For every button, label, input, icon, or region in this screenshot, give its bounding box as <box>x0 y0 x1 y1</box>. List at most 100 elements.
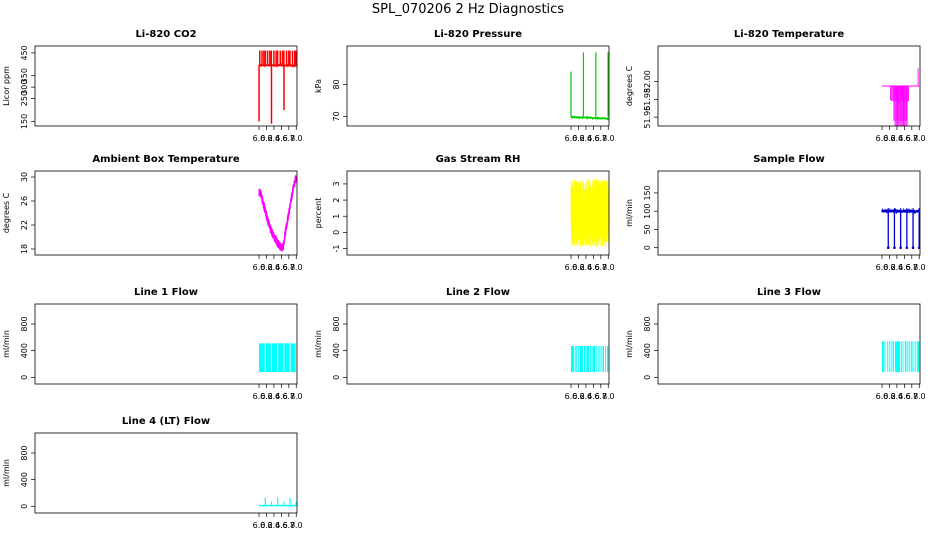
x-tick-label: 6.6 <box>898 392 911 401</box>
x-tick-label: 6.8 <box>282 521 295 530</box>
plot-frame <box>34 170 298 256</box>
y-tick-label: 3 <box>332 181 341 186</box>
chart-title: Line 3 Flow <box>757 287 821 298</box>
y-axis-label: ml/min <box>625 330 634 358</box>
y-tick-label: 0 <box>643 375 652 380</box>
x-tick-label: 7.0 <box>602 263 615 272</box>
chart-panel-10: Line 4 (LT) Flow ml/min 6.06.26.46.66.87.0… <box>2 416 303 530</box>
chart-panel-3: Li-820 Temperature degrees C 6.06.26.46.66… <box>625 29 926 143</box>
y-tick-label: 52.00 <box>643 70 652 93</box>
y-axis-label: ml/min <box>625 199 634 227</box>
chart-panel-5: Gas Stream RH percent 6.06.26.46.66.87.0 -1… <box>314 154 615 272</box>
x-tick-label: 6.6 <box>587 392 600 401</box>
x-tick-label: 6.4 <box>268 134 281 143</box>
level-band <box>894 86 908 126</box>
y-tick-label: 1 <box>332 214 341 219</box>
y-tick-label: 50 <box>643 224 652 234</box>
y-tick-label: 800 <box>332 316 341 331</box>
chart-title: Gas Stream RH <box>436 154 521 165</box>
x-tick-label: 6.0 <box>876 263 889 272</box>
chart-title: Sample Flow <box>753 154 825 165</box>
chart-panel-1: Li-820 CO2 Licor ppm 6.06.26.46.66.87.0 150… <box>2 29 303 143</box>
chart-panel-6: Sample Flow ml/min 6.06.26.46.66.87.0 0 50 10… <box>625 154 926 272</box>
y-tick-label: -1 <box>332 245 341 253</box>
y-axis-label: ml/min <box>2 459 11 487</box>
y-tick-label: 0 <box>643 245 652 250</box>
plot-area <box>570 52 609 121</box>
x-tick-label: 6.2 <box>260 392 273 401</box>
dip-point <box>911 246 915 249</box>
x-tick-label: 6.6 <box>275 134 288 143</box>
chart-title: Line 2 Flow <box>446 287 510 298</box>
plot-area <box>259 343 297 372</box>
x-tick-label: 7.0 <box>913 263 926 272</box>
x-tick-label: 6.2 <box>572 392 585 401</box>
y-tick-label: 400 <box>20 343 29 358</box>
plot-area <box>882 341 920 372</box>
plot-frame <box>657 45 921 127</box>
x-tick-label: 6.0 <box>565 392 578 401</box>
x-tick-label: 6.0 <box>565 263 578 272</box>
x-tick-label: 6.4 <box>891 263 904 272</box>
x-tick-label: 6.6 <box>275 521 288 530</box>
x-tick-label: 6.2 <box>572 134 585 143</box>
x-tick-label: 6.0 <box>253 521 266 530</box>
x-tick-label: 6.6 <box>587 263 600 272</box>
y-tick-label: 300 <box>20 80 29 95</box>
x-tick-label: 6.4 <box>580 392 593 401</box>
y-tick-label: 150 <box>643 185 652 200</box>
x-tick-label: 7.0 <box>602 134 615 143</box>
y-tick-label: 0 <box>20 504 29 509</box>
x-tick-label: 6.2 <box>883 134 896 143</box>
chart-title: Line 4 (LT) Flow <box>122 416 210 427</box>
series-line <box>258 175 297 252</box>
x-tick-label: 6.2 <box>260 521 273 530</box>
x-tick-label: 6.8 <box>282 134 295 143</box>
chart-title: Ambient Box Temperature <box>92 154 239 165</box>
y-tick-label: 800 <box>20 316 29 331</box>
x-tick-label: 6.0 <box>876 392 889 401</box>
plot-frame <box>346 170 610 256</box>
plot-area <box>882 68 920 126</box>
y-tick-label: 400 <box>20 472 29 487</box>
x-tick-label: 6.2 <box>883 263 896 272</box>
y-axis-label: percent <box>314 198 323 229</box>
dip-point <box>899 246 902 249</box>
chart-title: Li-820 Temperature <box>734 29 844 40</box>
plot-area <box>258 50 297 124</box>
x-tick-label: 6.2 <box>572 263 585 272</box>
x-tick-label: 6.0 <box>253 392 266 401</box>
dip-point <box>917 246 920 249</box>
y-tick-label: 0 <box>332 375 341 380</box>
plot-area <box>258 175 297 252</box>
x-tick-label: 7.0 <box>290 392 303 401</box>
y-tick-label: 0 <box>20 375 29 380</box>
x-tick-label: 7.0 <box>290 263 303 272</box>
x-tick-label: 6.0 <box>876 134 889 143</box>
y-tick-label: 22 <box>20 220 29 230</box>
plot-frame <box>657 303 921 385</box>
plot-area <box>259 497 297 507</box>
x-tick-label: 7.0 <box>913 134 926 143</box>
y-tick-label: 150 <box>20 114 29 129</box>
chart-title: Li-820 Pressure <box>434 29 522 40</box>
dip-point <box>886 246 890 249</box>
x-tick-label: 6.6 <box>275 392 288 401</box>
plot-frame <box>657 170 921 256</box>
x-tick-label: 6.4 <box>580 263 593 272</box>
x-tick-label: 6.8 <box>594 134 607 143</box>
y-tick-label: 800 <box>20 445 29 460</box>
dip-point <box>893 246 896 249</box>
chart-panel-2: Li-820 Pressure kPa 6.06.26.46.66.87.0 70 80 <box>314 29 615 143</box>
x-tick-label: 6.2 <box>260 263 273 272</box>
chart-title: Line 1 Flow <box>134 287 198 298</box>
x-tick-label: 7.0 <box>913 392 926 401</box>
y-tick-label: 400 <box>643 343 652 358</box>
y-axis-label: ml/min <box>2 330 11 358</box>
x-tick-label: 6.8 <box>905 134 918 143</box>
x-tick-label: 6.4 <box>891 392 904 401</box>
y-tick-label: 2 <box>332 198 341 203</box>
x-tick-label: 6.2 <box>260 134 273 143</box>
series-line <box>570 179 609 247</box>
